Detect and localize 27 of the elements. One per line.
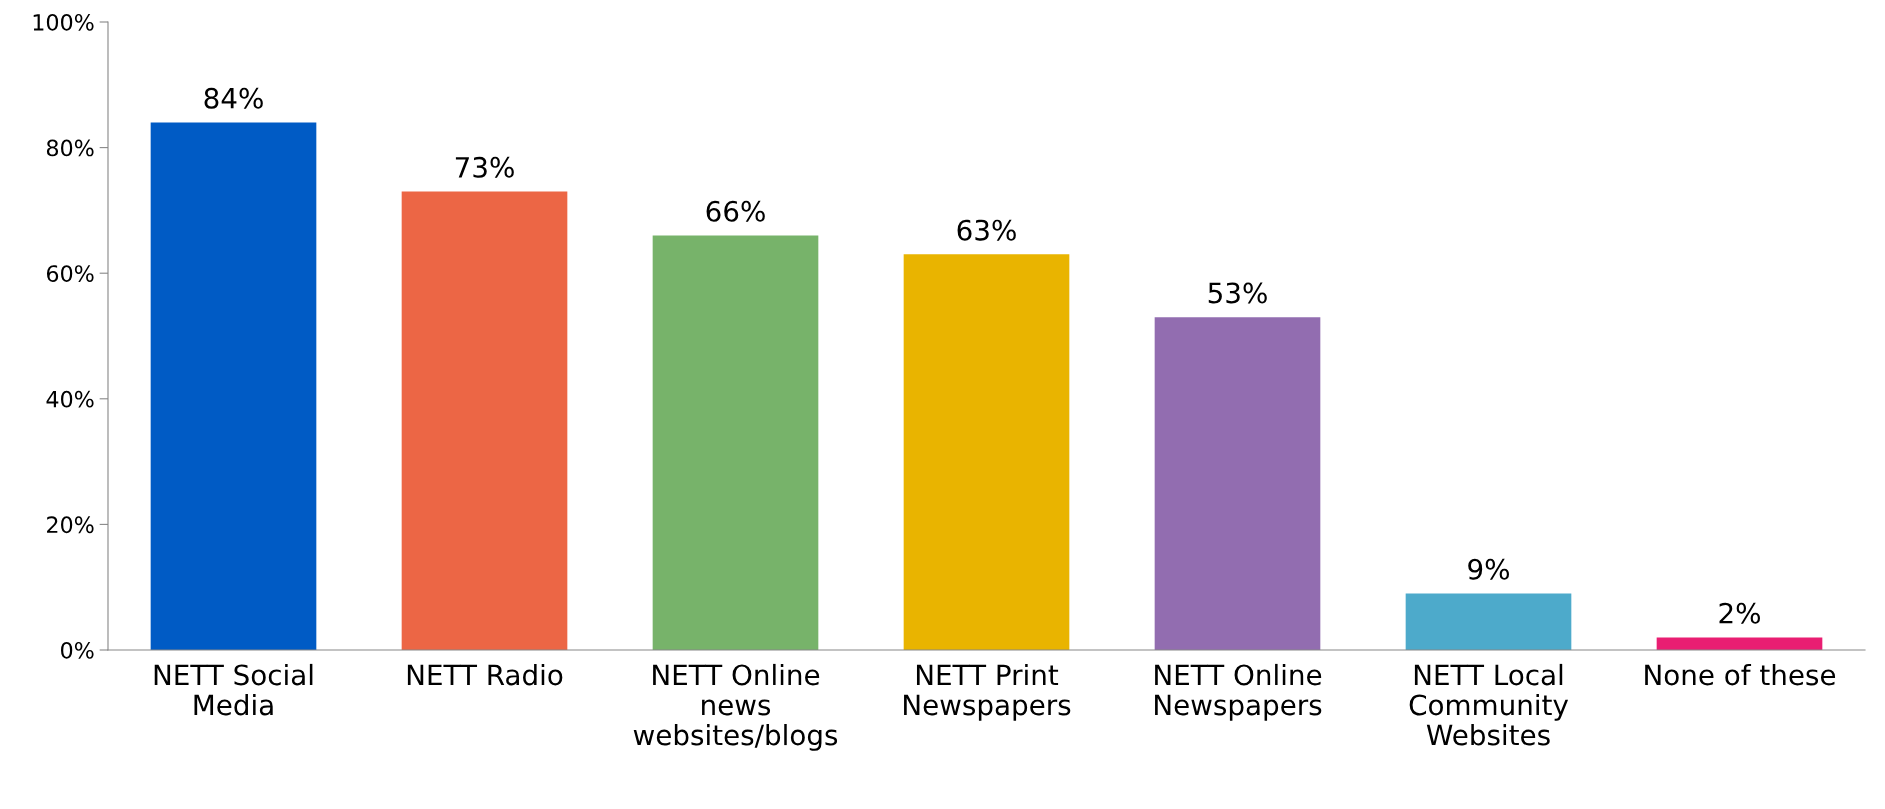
x-tick-label: NETT Online news websites/blogs: [633, 663, 838, 751]
y-tick-label: 40%: [46, 390, 94, 408]
data-label: 9%: [1468, 558, 1509, 580]
bar: [1656, 637, 1823, 650]
x-tick-label: None of these: [1645, 663, 1836, 686]
x-tick-label: NETT Print Newspapers: [904, 663, 1071, 721]
bar: [1405, 593, 1572, 650]
x-tick-label: NETT Online Newspapers: [1155, 663, 1322, 721]
data-label: 53%: [1208, 282, 1267, 304]
bar: [150, 122, 317, 650]
bar: [903, 254, 1070, 650]
y-tick-label: 80%: [46, 139, 94, 157]
data-label: 2%: [1719, 602, 1760, 624]
data-label: 73%: [455, 156, 514, 178]
y-tick-label: 20%: [47, 516, 94, 534]
data-label: 63%: [957, 219, 1016, 241]
y-tick-label: 100%: [33, 13, 94, 31]
x-tick-label: NETT Social Media: [154, 663, 313, 716]
data-label: 66%: [706, 200, 765, 222]
y-tick-label: 60%: [46, 265, 94, 282]
data-label: 84%: [204, 87, 263, 109]
bar: [401, 191, 568, 650]
x-tick-label: NETT Local Community Websites: [1409, 663, 1569, 746]
bar: [1154, 317, 1321, 650]
y-tick-label: 0%: [61, 641, 94, 659]
x-tick-label: NETT Radio: [407, 663, 563, 686]
bar: [652, 235, 819, 650]
